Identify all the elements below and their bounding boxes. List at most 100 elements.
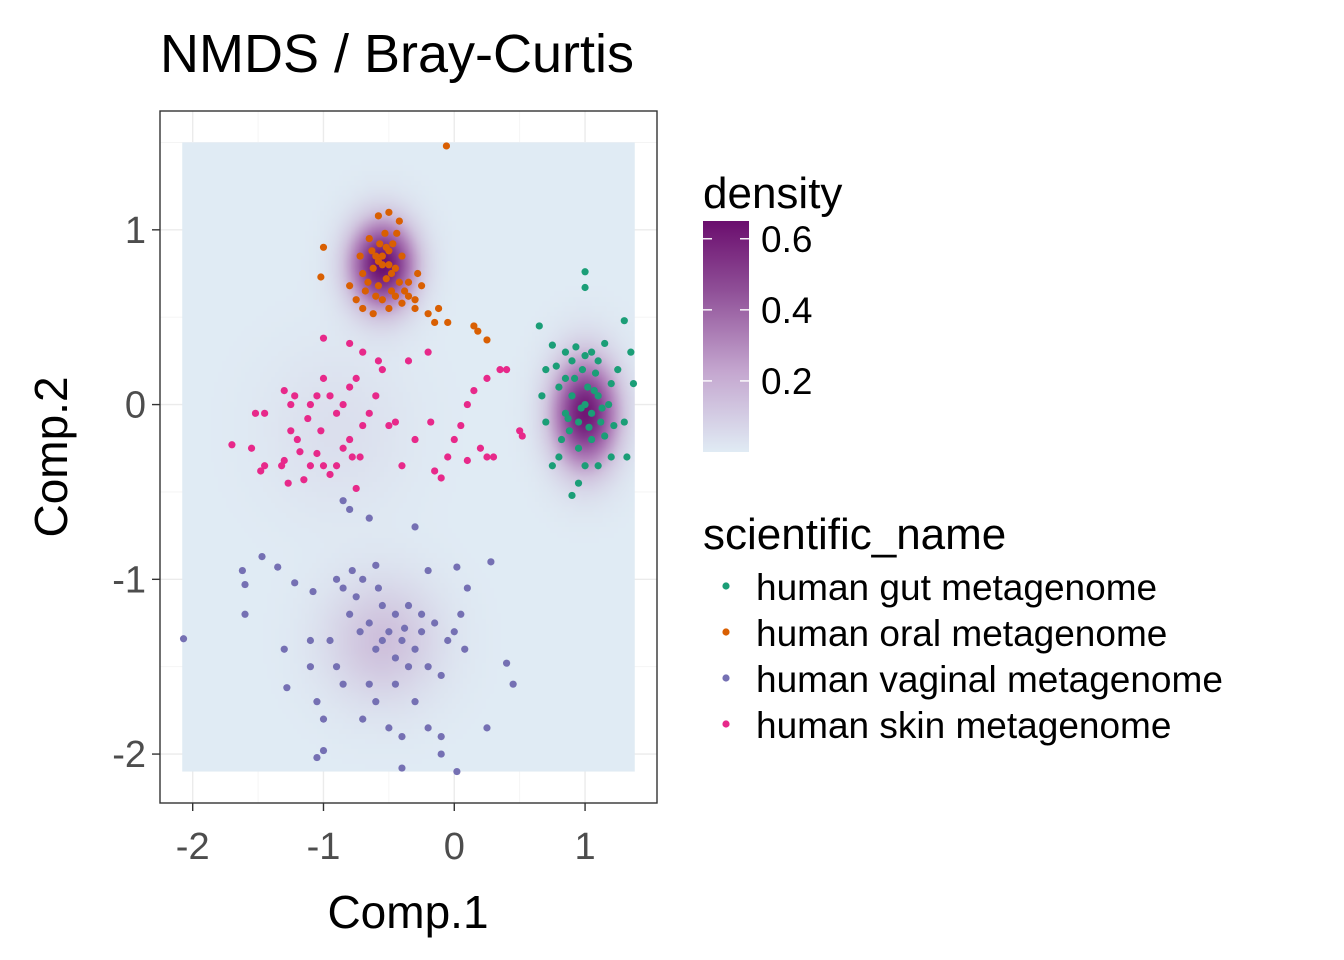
data-point	[398, 252, 406, 260]
data-point	[317, 273, 325, 281]
data-point	[391, 418, 400, 426]
data-point	[332, 663, 341, 671]
data-point	[261, 462, 269, 470]
data-point	[565, 427, 573, 435]
data-point	[542, 366, 550, 374]
data-point	[339, 444, 347, 452]
data-point	[374, 282, 383, 290]
data-point	[241, 610, 249, 618]
data-point	[623, 453, 631, 461]
data-point	[594, 392, 602, 400]
data-point	[372, 561, 380, 569]
data-point	[326, 470, 334, 479]
data-point	[369, 310, 377, 318]
data-point	[555, 453, 563, 461]
x-tick-label: -1	[307, 826, 341, 868]
data-point	[400, 624, 409, 632]
x-axis-label: Comp.1	[327, 886, 488, 938]
data-point	[313, 698, 321, 706]
series-legend: scientific_name human gut metagenomehuma…	[703, 510, 1223, 746]
density-legend-title: density	[703, 169, 842, 218]
data-point	[309, 587, 317, 596]
data-point	[319, 374, 328, 382]
data-point	[319, 746, 328, 755]
data-point	[319, 715, 328, 723]
data-point	[398, 636, 406, 645]
data-point	[597, 418, 605, 426]
data-point	[352, 593, 360, 601]
data-point	[395, 217, 403, 225]
data-point	[395, 278, 403, 286]
data-point	[296, 448, 304, 456]
data-point	[313, 449, 321, 458]
data-point	[339, 680, 347, 688]
data-point	[319, 462, 328, 470]
data-point	[598, 404, 606, 412]
data-point	[584, 383, 592, 391]
data-point	[382, 275, 390, 283]
data-point	[453, 767, 461, 776]
data-point	[574, 479, 583, 487]
density-tick-label: 0.2	[761, 361, 812, 402]
data-point	[326, 392, 334, 400]
data-point	[574, 444, 583, 452]
data-point	[378, 636, 386, 645]
data-point	[346, 505, 354, 514]
data-point	[306, 400, 315, 409]
data-point	[352, 296, 360, 304]
data-point	[483, 374, 491, 382]
data-point	[385, 628, 393, 636]
data-point	[557, 435, 566, 444]
data-point	[437, 732, 445, 741]
density-raster	[182, 142, 635, 772]
data-point	[391, 680, 400, 688]
data-point	[404, 601, 413, 610]
data-point	[620, 418, 628, 426]
data-point	[607, 380, 615, 388]
data-point	[398, 732, 406, 741]
data-point	[339, 400, 347, 409]
data-point	[391, 292, 400, 300]
data-point	[365, 409, 373, 417]
data-point	[424, 348, 432, 356]
data-point	[374, 584, 383, 592]
data-point	[359, 715, 367, 723]
data-point	[450, 628, 458, 636]
data-point	[287, 400, 295, 409]
data-point	[372, 392, 380, 400]
data-point	[548, 341, 556, 349]
legend-item: human skin metagenome	[722, 705, 1171, 746]
data-point	[359, 575, 367, 583]
data-point	[306, 663, 315, 671]
data-point	[568, 491, 576, 500]
data-point	[306, 462, 315, 470]
data-point	[601, 432, 609, 440]
data-point	[356, 252, 364, 260]
data-point	[359, 269, 367, 278]
data-point	[571, 374, 579, 382]
legend-item: human oral metagenome	[722, 613, 1167, 654]
data-point	[404, 292, 413, 300]
data-point	[444, 453, 452, 461]
data-point	[364, 278, 372, 286]
data-point	[605, 400, 613, 409]
data-point	[374, 212, 383, 220]
data-point	[391, 264, 400, 272]
data-point	[457, 421, 465, 430]
series-legend-title: scientific_name	[703, 510, 1006, 559]
data-point	[339, 584, 347, 592]
data-point	[404, 357, 413, 365]
data-point	[291, 392, 299, 400]
legend-label: human vaginal metagenome	[756, 659, 1223, 700]
data-point	[561, 348, 570, 356]
scatter-points	[179, 142, 638, 776]
x-tick-label: -2	[176, 826, 210, 868]
data-point	[346, 435, 354, 444]
data-point	[581, 268, 589, 276]
data-point	[427, 418, 435, 426]
data-point	[359, 421, 367, 430]
data-point	[348, 566, 356, 575]
data-point	[502, 659, 511, 667]
series-points-0	[535, 268, 638, 500]
data-point	[332, 409, 341, 417]
